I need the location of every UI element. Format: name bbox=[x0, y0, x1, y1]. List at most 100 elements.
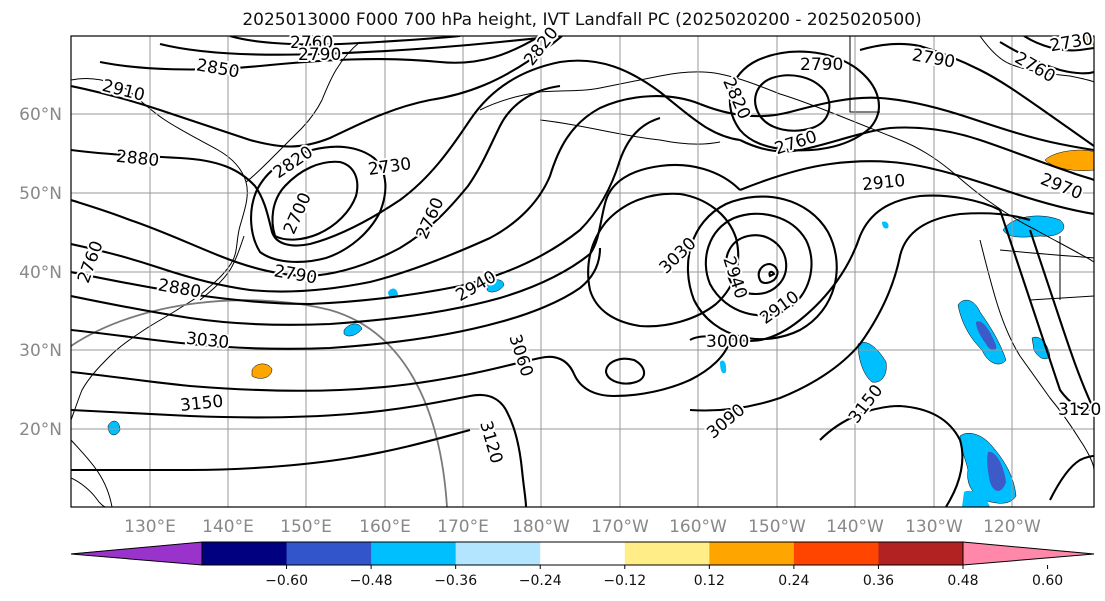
colorbar: −0.60 −0.48 −0.36 −0.24 −0.12 0.12 0.24 0.36 0.4… bbox=[70, 541, 1095, 589]
longitude-label: 130°E bbox=[124, 517, 176, 537]
contour-line bbox=[71, 36, 563, 148]
coastline-asia bbox=[71, 77, 248, 421]
longitude-label: 150°W bbox=[748, 517, 806, 537]
contour-line bbox=[689, 212, 1031, 412]
contour-line bbox=[819, 404, 964, 507]
colorbar-swatch bbox=[540, 542, 626, 565]
ivt-negative-region bbox=[343, 323, 363, 337]
ivt-negative-region bbox=[1002, 215, 1065, 238]
height-contours bbox=[71, 36, 1094, 507]
contour-line bbox=[757, 262, 779, 285]
ivt-negative-region bbox=[486, 279, 505, 293]
contour-line bbox=[604, 357, 646, 385]
contour-line bbox=[250, 145, 387, 263]
contour-line bbox=[71, 95, 701, 293]
longitude-label: 140°E bbox=[202, 517, 254, 537]
colorbar-tick-label: 0.48 bbox=[947, 573, 978, 589]
colorbar-swatch bbox=[963, 542, 1094, 565]
contour-line bbox=[229, 36, 461, 46]
ivt-negative-region bbox=[857, 342, 887, 383]
contour-label: 3000 bbox=[706, 332, 749, 352]
coastline-north-america bbox=[979, 239, 1094, 471]
contour-line bbox=[768, 270, 776, 278]
contour-line bbox=[71, 339, 732, 398]
contour-line bbox=[999, 41, 1094, 75]
colorbar-swatch bbox=[286, 542, 372, 565]
contour-label: 3030 bbox=[185, 329, 230, 353]
contour-label: 2790 bbox=[800, 55, 843, 75]
colorbar-tick-label: 0.12 bbox=[694, 573, 725, 589]
colorbar-tick-label: 0.60 bbox=[1032, 573, 1063, 589]
colorbar-tick-label: −0.36 bbox=[434, 573, 477, 589]
contour-line bbox=[159, 36, 561, 56]
colorbar-swatch bbox=[793, 542, 879, 565]
contour-line bbox=[1029, 229, 1094, 411]
ivt-negative-region bbox=[1031, 336, 1051, 360]
ivt-negative-region bbox=[720, 360, 727, 374]
gridlines bbox=[71, 36, 1094, 507]
coastline-kamchatka bbox=[245, 41, 361, 183]
colorbar-ticks: −0.60 −0.48 −0.36 −0.24 −0.12 0.12 0.24 0.36 0.4… bbox=[265, 565, 1063, 589]
longitude-label: 170°W bbox=[591, 517, 649, 537]
longitude-labels: 130°E 140°E 150°E 160°E 170°E 180°W 170°… bbox=[124, 517, 1041, 537]
contour-line bbox=[725, 234, 788, 296]
colorbar-swatch bbox=[709, 542, 795, 565]
coastline-aleutians bbox=[539, 119, 721, 145]
contour-line bbox=[71, 116, 661, 306]
contour-label: 2760 bbox=[290, 33, 333, 53]
ivt-shading bbox=[107, 37, 1094, 507]
colorbar-swatch bbox=[878, 542, 964, 565]
figure-title: 2025013000 F000 700 hPa height, IVT Land… bbox=[242, 10, 921, 30]
latitude-label: 60°N bbox=[19, 105, 62, 125]
contour-line bbox=[71, 84, 561, 278]
contour-line bbox=[704, 212, 813, 317]
range-ring bbox=[71, 299, 448, 507]
latitude-labels: 60°N 50°N 40°N 30°N 20°N bbox=[19, 105, 62, 440]
contour-line bbox=[71, 394, 528, 507]
coastline-alaska bbox=[479, 71, 1094, 263]
colorbar-tick-label: −0.48 bbox=[350, 573, 393, 589]
latitude-label: 50°N bbox=[19, 184, 62, 204]
colorbar-tick-label: −0.12 bbox=[603, 573, 646, 589]
contour-label: 2790 bbox=[298, 45, 341, 65]
coastline-japan bbox=[199, 235, 245, 301]
colorbar-tick-label: 0.24 bbox=[778, 573, 809, 589]
contour-line bbox=[71, 247, 602, 350]
longitude-label: 130°W bbox=[905, 517, 963, 537]
ivt-positive-region bbox=[1082, 37, 1094, 45]
contour-line bbox=[689, 194, 1001, 342]
colorbar-tick-label: 0.36 bbox=[863, 573, 894, 589]
contour-line bbox=[1049, 454, 1094, 501]
colorbar-tick-label: −0.60 bbox=[265, 573, 308, 589]
contour-line bbox=[99, 36, 541, 71]
map-panel: 2760 2790 2820 2850 2910 2880 2820 2730 … bbox=[19, 21, 1103, 537]
longitude-label: 180°W bbox=[512, 517, 570, 537]
contour-line bbox=[754, 74, 831, 132]
colorbar-tick-label: −0.24 bbox=[519, 573, 562, 589]
colorbar-outline bbox=[962, 541, 1095, 566]
colorbar-swatch bbox=[71, 542, 202, 565]
ivt-negative-region bbox=[962, 490, 990, 507]
ivt-negative-region bbox=[987, 451, 1006, 491]
colorbar-swatch bbox=[624, 542, 710, 565]
contour-line bbox=[699, 96, 1094, 152]
contour-line bbox=[271, 160, 359, 241]
longitude-label: 170°E bbox=[437, 517, 489, 537]
coastlines bbox=[71, 36, 1094, 507]
colorbar-swatch bbox=[371, 542, 457, 565]
latitude-label: 20°N bbox=[19, 420, 62, 440]
contour-line bbox=[999, 209, 1094, 412]
longitude-label: 160°E bbox=[359, 517, 411, 537]
latitude-label: 30°N bbox=[19, 341, 62, 361]
contour-line bbox=[71, 163, 741, 326]
map-frame bbox=[70, 35, 1095, 508]
colorbar-swatches bbox=[71, 542, 1094, 565]
coastline-north-america bbox=[849, 36, 1094, 113]
contour-line bbox=[1023, 36, 1094, 52]
longitude-label: 140°W bbox=[826, 517, 884, 537]
ivt-positive-region bbox=[251, 363, 273, 379]
contour-line bbox=[71, 428, 471, 472]
longitude-label: 150°E bbox=[280, 517, 332, 537]
longitude-label: 120°W bbox=[983, 517, 1041, 537]
